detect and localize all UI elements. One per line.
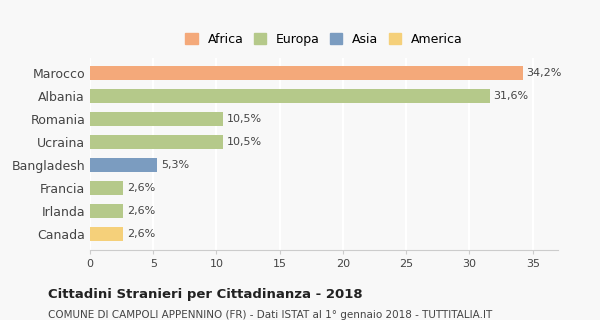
Text: 34,2%: 34,2%	[526, 68, 562, 78]
Bar	[90, 66, 523, 80]
Bar	[90, 181, 123, 195]
Text: 5,3%: 5,3%	[161, 160, 189, 170]
Text: 2,6%: 2,6%	[127, 206, 155, 216]
Bar	[90, 135, 223, 149]
Text: 10,5%: 10,5%	[227, 137, 262, 147]
Legend: Africa, Europa, Asia, America: Africa, Europa, Asia, America	[181, 29, 467, 50]
Text: 2,6%: 2,6%	[127, 229, 155, 239]
Text: 2,6%: 2,6%	[127, 183, 155, 193]
Bar	[90, 158, 157, 172]
Text: 10,5%: 10,5%	[227, 114, 262, 124]
Text: 31,6%: 31,6%	[493, 91, 529, 101]
Text: Cittadini Stranieri per Cittadinanza - 2018: Cittadini Stranieri per Cittadinanza - 2…	[48, 288, 362, 301]
Bar	[90, 89, 490, 103]
Text: COMUNE DI CAMPOLI APPENNINO (FR) - Dati ISTAT al 1° gennaio 2018 - TUTTITALIA.IT: COMUNE DI CAMPOLI APPENNINO (FR) - Dati …	[48, 310, 492, 320]
Bar	[90, 227, 123, 241]
Bar	[90, 204, 123, 218]
Bar	[90, 112, 223, 126]
